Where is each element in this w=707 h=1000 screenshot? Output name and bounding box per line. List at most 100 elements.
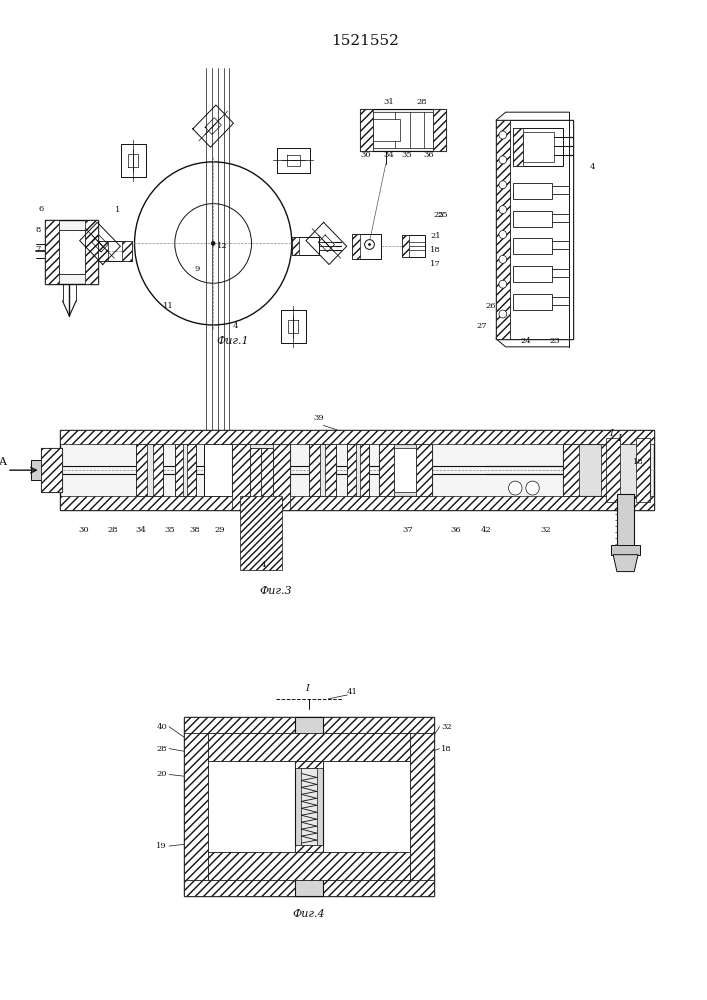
Bar xyxy=(373,112,433,148)
Text: 12: 12 xyxy=(218,242,228,250)
Bar xyxy=(136,444,147,496)
Circle shape xyxy=(499,131,507,139)
Text: 7: 7 xyxy=(35,245,40,253)
Text: 9: 9 xyxy=(194,265,199,273)
Bar xyxy=(395,448,416,492)
Bar xyxy=(352,234,381,259)
Text: 37: 37 xyxy=(402,526,414,534)
Bar xyxy=(416,444,432,496)
Circle shape xyxy=(499,181,507,189)
Bar xyxy=(360,109,373,151)
Text: 29: 29 xyxy=(214,526,226,534)
Bar xyxy=(496,120,510,339)
Bar xyxy=(617,494,634,549)
Bar xyxy=(59,430,655,444)
Bar xyxy=(513,238,551,254)
Text: 32: 32 xyxy=(541,526,551,534)
Text: I: I xyxy=(617,434,621,443)
Circle shape xyxy=(499,280,507,288)
Bar xyxy=(45,220,98,284)
Bar xyxy=(185,717,434,733)
Text: 4: 4 xyxy=(589,163,595,171)
Bar xyxy=(295,845,324,880)
Text: 19: 19 xyxy=(156,842,167,850)
Bar xyxy=(347,444,368,496)
Text: 27: 27 xyxy=(477,322,487,330)
Text: 28: 28 xyxy=(107,526,118,534)
Text: 25: 25 xyxy=(437,211,448,219)
Bar xyxy=(45,220,59,284)
Bar xyxy=(98,241,107,261)
Text: 41: 41 xyxy=(347,688,358,696)
Text: 28: 28 xyxy=(417,98,428,106)
Circle shape xyxy=(526,481,539,495)
Text: 35: 35 xyxy=(402,151,412,159)
Bar xyxy=(31,460,40,480)
Bar xyxy=(360,444,368,496)
Bar xyxy=(122,241,132,261)
Bar xyxy=(98,241,132,261)
Bar xyxy=(59,230,85,274)
Bar xyxy=(433,109,446,151)
Text: 21: 21 xyxy=(431,232,441,240)
Text: 8: 8 xyxy=(35,226,40,234)
Text: 26: 26 xyxy=(485,302,496,310)
Polygon shape xyxy=(240,496,282,570)
Text: 18: 18 xyxy=(431,246,441,254)
Bar xyxy=(513,294,551,310)
Bar xyxy=(295,733,324,768)
Bar xyxy=(379,444,432,496)
Text: I: I xyxy=(609,429,613,438)
Bar xyxy=(513,128,523,166)
Bar xyxy=(175,444,183,496)
Circle shape xyxy=(175,204,252,283)
Bar xyxy=(209,852,410,880)
Bar xyxy=(233,444,290,510)
Bar xyxy=(204,444,237,496)
Bar xyxy=(373,119,400,141)
Bar xyxy=(136,444,163,496)
Bar xyxy=(40,448,62,492)
Bar xyxy=(59,496,655,510)
Bar xyxy=(292,237,319,255)
Bar xyxy=(496,120,573,339)
Text: Фиг.1: Фиг.1 xyxy=(216,336,249,346)
Bar xyxy=(636,438,650,502)
Bar xyxy=(209,733,410,880)
Text: 4: 4 xyxy=(260,561,266,569)
Bar xyxy=(402,235,425,257)
Bar xyxy=(360,109,446,151)
Bar xyxy=(513,183,551,199)
Bar xyxy=(510,120,573,339)
Text: 18: 18 xyxy=(633,458,643,466)
Circle shape xyxy=(499,255,507,263)
Bar xyxy=(347,444,356,496)
Bar xyxy=(273,444,290,510)
Text: 23: 23 xyxy=(549,337,560,345)
Bar xyxy=(175,444,196,496)
Circle shape xyxy=(499,310,507,318)
Text: 18: 18 xyxy=(441,745,452,753)
Bar xyxy=(185,733,209,880)
Text: 17: 17 xyxy=(431,260,441,268)
Circle shape xyxy=(499,231,507,238)
Bar xyxy=(261,448,273,506)
Text: 35: 35 xyxy=(165,526,175,534)
Bar xyxy=(40,448,62,492)
Bar xyxy=(379,444,395,496)
Circle shape xyxy=(499,206,507,214)
Bar xyxy=(563,444,616,496)
Bar xyxy=(513,266,551,282)
Bar xyxy=(292,237,300,255)
Bar xyxy=(352,234,360,259)
Text: 31: 31 xyxy=(383,98,394,106)
Bar xyxy=(563,444,578,496)
Bar xyxy=(185,880,434,896)
Bar xyxy=(233,444,250,510)
Text: 36: 36 xyxy=(450,526,461,534)
Bar xyxy=(250,448,261,506)
Text: 6: 6 xyxy=(38,205,43,213)
Bar xyxy=(607,438,650,502)
Bar xyxy=(301,768,317,845)
Text: 30: 30 xyxy=(78,526,89,534)
